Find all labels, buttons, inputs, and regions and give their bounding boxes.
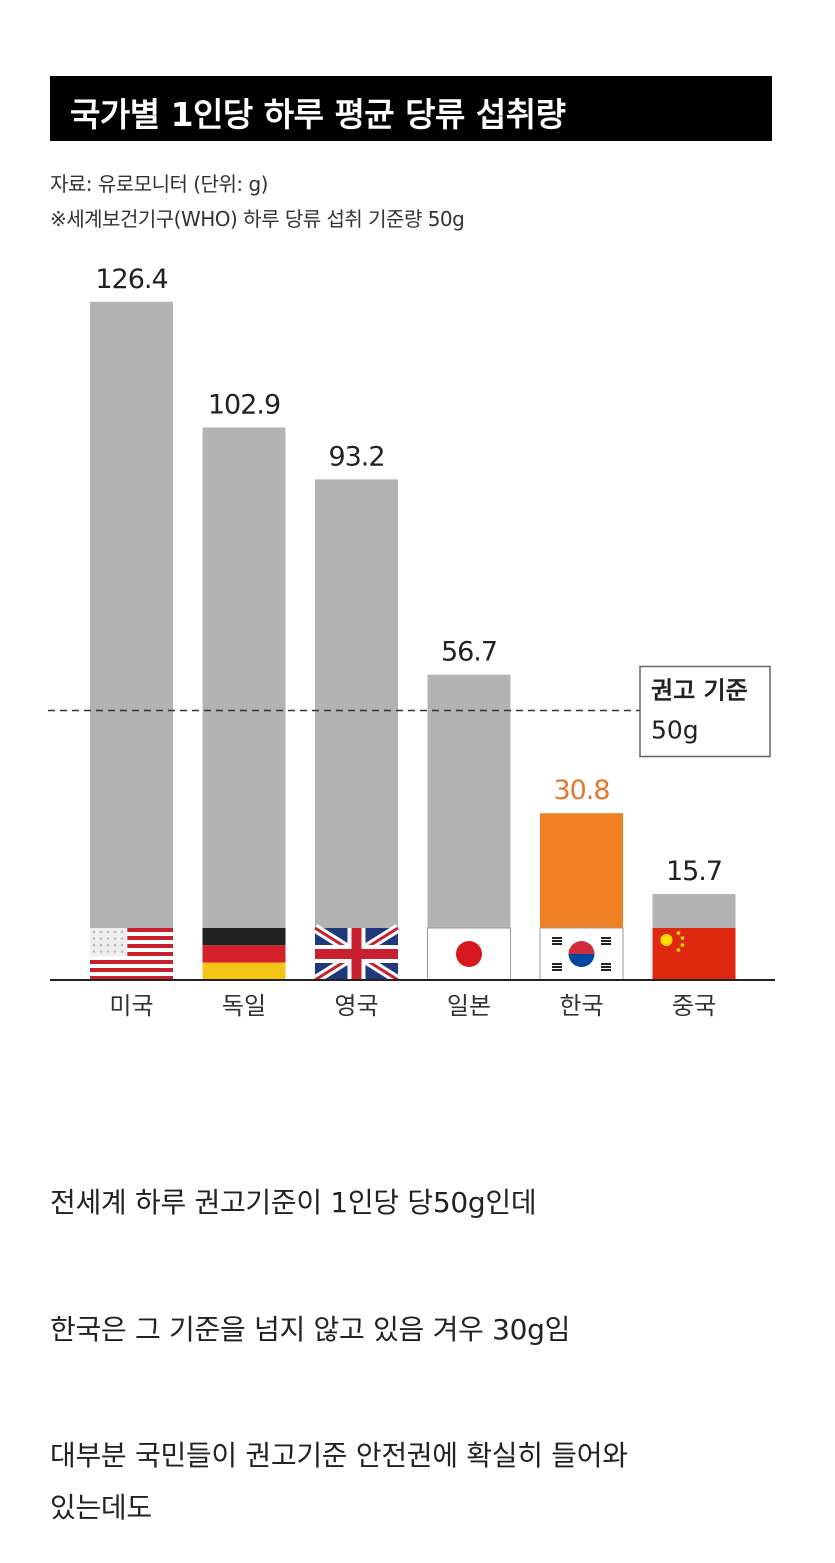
uk-flag-icon: [312, 924, 401, 984]
value-label-독일: 102.9: [208, 389, 280, 420]
category-label-영국: 영국: [334, 992, 378, 1020]
value-label-한국: 30.8: [553, 775, 609, 806]
china-flag-icon: [652, 928, 736, 980]
bar-한국: [540, 813, 623, 928]
japan-flag-icon: [427, 927, 511, 981]
bar-미국: [90, 301, 173, 928]
value-label-일본: 56.7: [441, 637, 497, 668]
value-label-미국: 126.4: [95, 264, 167, 295]
reference-value: 50g: [651, 716, 699, 745]
category-label-독일: 독일: [222, 992, 266, 1020]
bar-일본: [427, 674, 511, 928]
germany-flag-icon: [202, 928, 286, 980]
body-line-1: 전세계 하루 권고기준이 1인당 당50g인데: [50, 1186, 537, 1219]
bar-chart: 126.4 미국 102.9 독일 93.2 영국 56.7 일본 30.8 한국 15.7 중국 권고…: [48, 264, 775, 1020]
category-label-일본: 일본: [447, 992, 491, 1020]
reference-label: 권고 기준: [651, 677, 748, 705]
bar-영국: [315, 479, 398, 928]
bar-독일: [202, 427, 286, 928]
category-label-미국: 미국: [109, 992, 153, 1020]
body-line-3: 대부분 국민들이 권고기준 안전권에 확실히 들어와: [50, 1439, 628, 1472]
category-label-한국: 한국: [559, 992, 603, 1020]
usa-flag-icon: [90, 928, 173, 980]
bar-중국: [652, 894, 736, 928]
value-label-영국: 93.2: [328, 441, 384, 472]
body-line-2: 한국은 그 기준을 넘지 않고 있음 겨우 30g임: [50, 1313, 571, 1346]
who-note: ※세계보건기구(WHO) 하루 당류 섭취 기준량 50g: [50, 207, 465, 231]
value-label-중국: 15.7: [666, 856, 722, 887]
title-bar: 국가별 1인당 하루 평균 당류 섭취량: [50, 76, 772, 141]
chart-title: 국가별 1인당 하루 평균 당류 섭취량: [70, 95, 566, 134]
body-line-4: 있는데도: [50, 1491, 152, 1524]
source-note: 자료: 유로모니터 (단위: g): [50, 172, 268, 196]
korea-flag-icon: [539, 927, 624, 981]
reference-box: [639, 665, 771, 758]
category-label-중국: 중국: [672, 992, 716, 1020]
